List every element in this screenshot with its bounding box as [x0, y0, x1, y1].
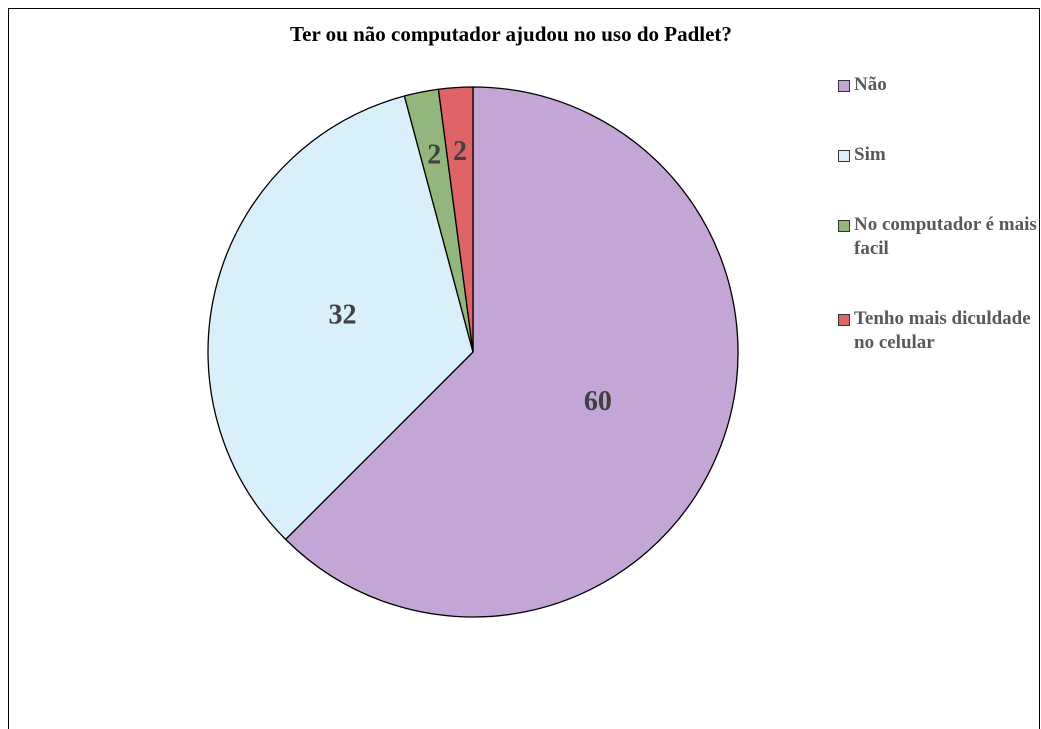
data-label: 2 [427, 139, 441, 170]
chart-title: Ter ou não computador ajudou no uso do P… [290, 22, 732, 46]
legend-entry: No computador é mais facil [838, 213, 1038, 261]
legend-swatch [838, 314, 850, 326]
legend-label: No computador é mais facil [854, 214, 1037, 259]
chart-frame [8, 8, 1040, 729]
pie-slice [284, 86, 739, 618]
legend-label: Tenho mais diculdade no celular [854, 308, 1031, 353]
pie-slice [207, 95, 474, 541]
legend-label: Sim [854, 144, 886, 165]
legend-entry: Tenho mais diculdade no celular [838, 307, 1038, 355]
legend-label: Não [854, 74, 887, 95]
legend-swatch [838, 80, 850, 92]
data-label: 60 [584, 386, 612, 417]
data-label: 32 [328, 299, 356, 330]
legend: Não Sim No computador é mais facil Tenho ma… [838, 73, 1038, 355]
legend-entry: Sim [838, 143, 1038, 167]
pie-slice [437, 86, 474, 353]
legend-entry: Não [838, 73, 1038, 97]
legend-swatch [838, 150, 850, 162]
legend-swatch [838, 220, 850, 232]
data-label: 2 [453, 136, 467, 167]
